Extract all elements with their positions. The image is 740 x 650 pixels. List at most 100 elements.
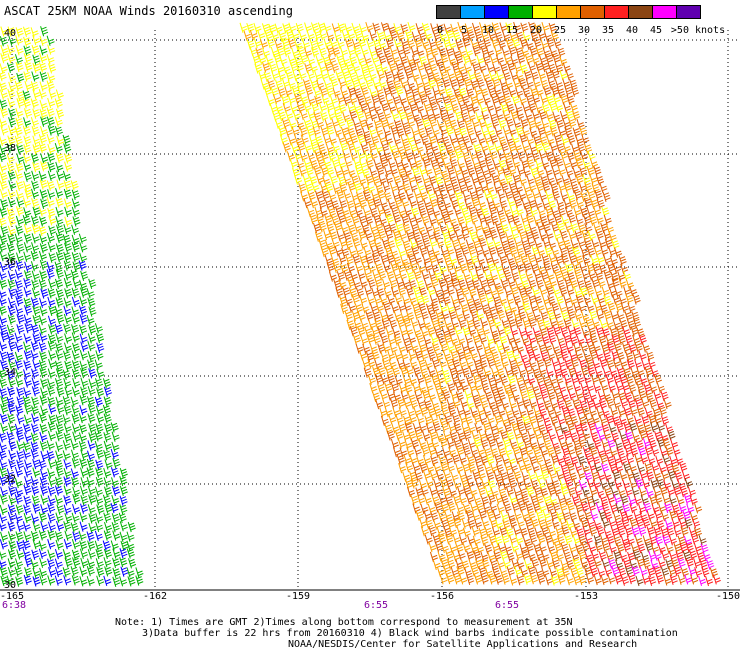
wind-barb [578, 438, 587, 449]
wind-barb [623, 422, 632, 433]
wind-barb [39, 367, 48, 379]
wind-barb [546, 558, 555, 570]
wind-barb [64, 512, 73, 524]
wind-barb [367, 278, 376, 289]
wind-barb [470, 310, 479, 321]
wind-barb [468, 365, 477, 377]
wind-barb [320, 70, 329, 81]
wind-barb [338, 253, 347, 265]
wind-barb [456, 566, 465, 577]
wind-barb [425, 478, 434, 489]
wind-barb [416, 374, 425, 385]
wind-barb [550, 415, 559, 426]
wind-barb [397, 423, 406, 434]
wind-barb [653, 373, 662, 385]
wind-barb [577, 469, 586, 481]
wind-barb [63, 504, 72, 515]
wind-barb [298, 31, 307, 42]
wind-barb [64, 153, 73, 164]
wind-barb [7, 171, 16, 182]
wind-barb [516, 518, 525, 529]
wind-barb [564, 126, 573, 138]
wind-barb [554, 79, 563, 90]
wind-barb [489, 502, 498, 513]
wind-barb [46, 107, 55, 118]
wind-barb [549, 102, 558, 113]
wind-barb [405, 94, 414, 106]
wind-barb [422, 254, 431, 266]
wind-barb [501, 342, 510, 354]
wind-barb [16, 387, 25, 398]
lat-label-40: 40 [4, 28, 17, 39]
wind-barb [71, 234, 80, 246]
wind-barb [607, 478, 616, 489]
wind-barb [575, 294, 584, 306]
wind-barb [590, 254, 599, 266]
wind-barb [0, 378, 8, 389]
wind-barb [307, 95, 316, 106]
wind-barb [359, 278, 368, 289]
wind-barb [678, 518, 687, 529]
wind-barb [64, 557, 73, 568]
wind-barb [525, 39, 534, 51]
wind-barb [527, 119, 536, 130]
wind-barb [662, 494, 671, 505]
wind-barb [23, 144, 32, 155]
wind-barb [46, 261, 55, 272]
wind-barb [254, 63, 263, 74]
wind-barb [22, 90, 31, 101]
wind-barb [625, 414, 634, 425]
wind-barb [462, 503, 471, 515]
wind-barb [447, 382, 456, 393]
wind-barb [606, 455, 615, 466]
wind-barb [628, 422, 638, 433]
wind-barb [444, 102, 453, 113]
wind-barb [16, 431, 25, 442]
wind-barb [47, 458, 56, 469]
wind-barb [15, 288, 24, 299]
wind-barb [15, 260, 24, 271]
wind-barb [79, 242, 88, 253]
wind-barb [500, 182, 509, 193]
wind-barb [40, 450, 49, 462]
wind-barb [643, 502, 652, 513]
wind-barb [636, 423, 645, 435]
wind-barb [398, 270, 407, 281]
wind-barb [579, 166, 588, 177]
wind-barb [389, 165, 398, 177]
wind-barb [528, 21, 537, 33]
wind-barb [381, 238, 390, 250]
wind-barb [287, 38, 296, 49]
wind-barb [490, 214, 499, 226]
wind-barb [567, 214, 576, 225]
wind-barb [565, 70, 574, 81]
wind-barb [340, 263, 349, 274]
wind-barb [421, 389, 430, 401]
wind-barb [527, 62, 536, 73]
wind-barb [588, 391, 597, 402]
wind-barb [460, 286, 469, 297]
wind-barb [7, 89, 16, 100]
wind-barb [431, 342, 440, 354]
wind-barb [541, 567, 550, 578]
wind-barb [39, 395, 48, 406]
wind-barb [415, 334, 424, 345]
wind-barb [55, 368, 64, 379]
wind-barb [427, 391, 436, 402]
wind-barb [70, 449, 80, 460]
wind-barb [553, 407, 562, 418]
wind-barb [521, 454, 530, 465]
wind-barb [522, 167, 531, 178]
wind-barb [473, 414, 482, 425]
wind-barb [543, 262, 552, 273]
wind-barb [499, 550, 508, 561]
wind-barb [295, 62, 304, 73]
wind-barb [432, 110, 441, 121]
wind-barb [320, 150, 329, 162]
wind-barb [436, 157, 445, 169]
wind-barb [489, 54, 498, 65]
wind-barb [111, 494, 120, 506]
wind-barb [523, 286, 532, 297]
wind-barb [580, 382, 589, 393]
wind-barb [506, 390, 515, 401]
